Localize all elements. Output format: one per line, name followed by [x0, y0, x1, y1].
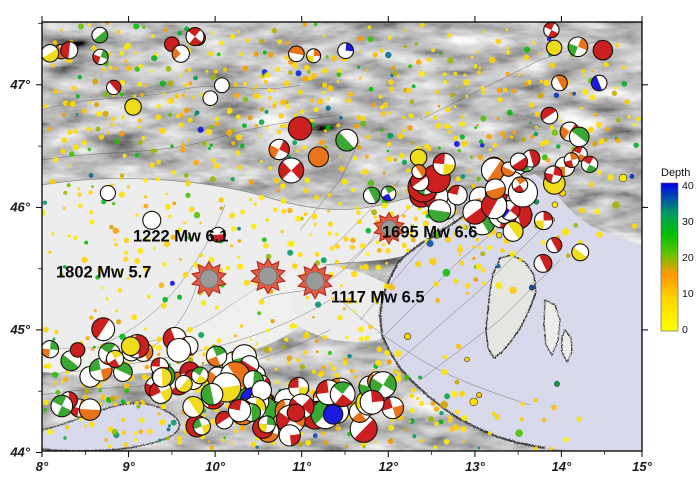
svg-text:20: 20 [682, 252, 694, 264]
svg-text:10°: 10° [205, 459, 225, 474]
svg-text:8°: 8° [36, 459, 49, 474]
svg-text:0: 0 [682, 324, 688, 336]
svg-text:45°: 45° [9, 322, 30, 337]
svg-text:1222 Mw 6.1: 1222 Mw 6.1 [133, 228, 228, 246]
svg-text:1695 Mw 6.6: 1695 Mw 6.6 [382, 224, 477, 242]
svg-text:40: 40 [682, 180, 694, 192]
svg-text:11°: 11° [292, 459, 311, 474]
svg-text:Depth: Depth [661, 167, 690, 179]
svg-text:1117 Mw 6.5: 1117 Mw 6.5 [331, 289, 425, 307]
svg-text:12°: 12° [378, 459, 398, 474]
svg-text:14°: 14° [552, 459, 572, 474]
svg-text:15°: 15° [632, 459, 652, 474]
svg-text:1802 Mw 5.7: 1802 Mw 5.7 [56, 264, 151, 282]
svg-text:9°: 9° [122, 459, 135, 474]
svg-text:47°: 47° [9, 77, 30, 92]
svg-text:44°: 44° [9, 445, 30, 460]
svg-text:30: 30 [682, 216, 694, 228]
svg-text:46°: 46° [9, 200, 30, 215]
svg-text:13°: 13° [465, 459, 485, 474]
svg-text:10: 10 [682, 288, 694, 300]
